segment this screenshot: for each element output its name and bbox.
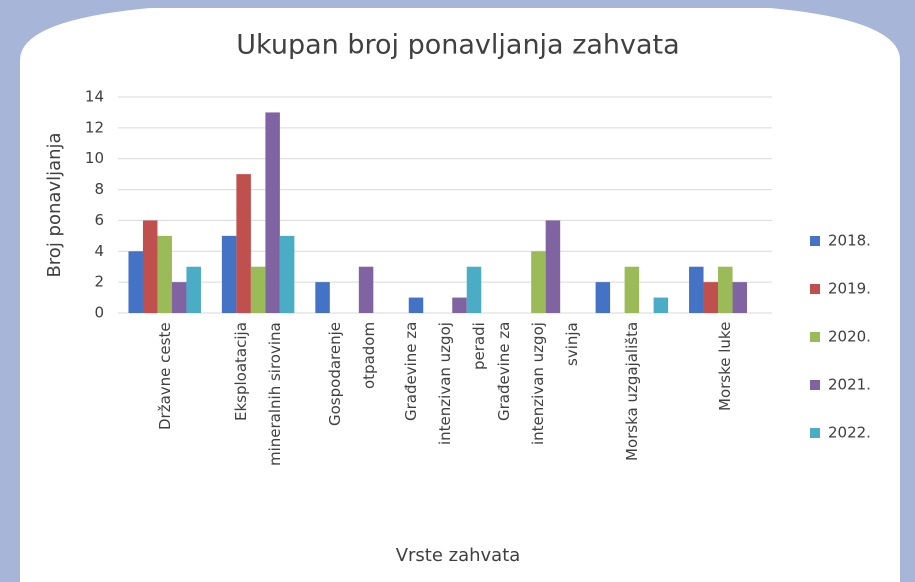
bar bbox=[531, 251, 546, 313]
bar bbox=[358, 266, 374, 313]
y-axis-title: Broj ponavljanja bbox=[44, 132, 65, 277]
y-tick-label: 10 bbox=[85, 149, 104, 167]
legend-label: 2022. bbox=[828, 424, 871, 442]
y-tick-label: 6 bbox=[94, 211, 104, 229]
legend-swatch bbox=[810, 380, 820, 390]
y-tick-label: 0 bbox=[94, 304, 104, 322]
bar bbox=[718, 266, 733, 313]
y-tick-label: 12 bbox=[85, 118, 104, 136]
panel bbox=[20, 8, 900, 582]
chart-title: Ukupan broj ponavljanja zahvata bbox=[236, 30, 679, 61]
x-tick-label: Građevine za intenzivan uzgoj svinja bbox=[495, 322, 582, 445]
bar bbox=[157, 235, 172, 313]
legend-label: 2018. bbox=[828, 232, 871, 250]
bar bbox=[732, 282, 748, 313]
bar bbox=[236, 174, 251, 313]
bar bbox=[703, 282, 719, 313]
bar bbox=[624, 266, 640, 313]
bar bbox=[171, 282, 187, 313]
bar bbox=[279, 235, 295, 313]
x-tick-label: Građevine za intenzivan uzgoj peradi bbox=[402, 322, 488, 445]
y-tick-label: 8 bbox=[94, 180, 104, 198]
bar bbox=[653, 297, 669, 313]
legend-label: 2020. bbox=[828, 328, 871, 346]
bar bbox=[186, 266, 201, 313]
bar bbox=[250, 266, 266, 313]
y-tick-label: 14 bbox=[85, 88, 104, 106]
x-tick-label: Morska uzgajališta bbox=[622, 322, 641, 462]
legend-swatch bbox=[810, 332, 820, 342]
bar bbox=[128, 251, 143, 313]
bar bbox=[142, 220, 158, 313]
x-tick-label: Eksploatacija mineralnih sirovina bbox=[232, 322, 285, 466]
legend-label: 2019. bbox=[828, 280, 871, 298]
y-tick-label: 4 bbox=[94, 242, 104, 260]
bar bbox=[595, 282, 611, 313]
bar bbox=[689, 266, 704, 313]
bar bbox=[466, 266, 482, 313]
bar bbox=[545, 220, 561, 313]
legend-label: 2021. bbox=[828, 376, 871, 394]
legend-swatch bbox=[810, 284, 820, 294]
x-tick-label: Morske luke bbox=[716, 322, 735, 412]
x-tick-label: Gospodarenje otpadom bbox=[325, 322, 378, 426]
bar bbox=[221, 235, 237, 313]
y-tick-label: 2 bbox=[94, 273, 104, 291]
x-tick-label: Državne ceste bbox=[155, 322, 174, 430]
legend-swatch bbox=[810, 236, 820, 246]
bar bbox=[265, 112, 280, 313]
legend-swatch bbox=[810, 428, 820, 438]
bar bbox=[408, 297, 424, 313]
bar bbox=[452, 297, 467, 313]
bar bbox=[315, 282, 330, 313]
x-axis-title: Vrste zahvata bbox=[396, 545, 521, 566]
